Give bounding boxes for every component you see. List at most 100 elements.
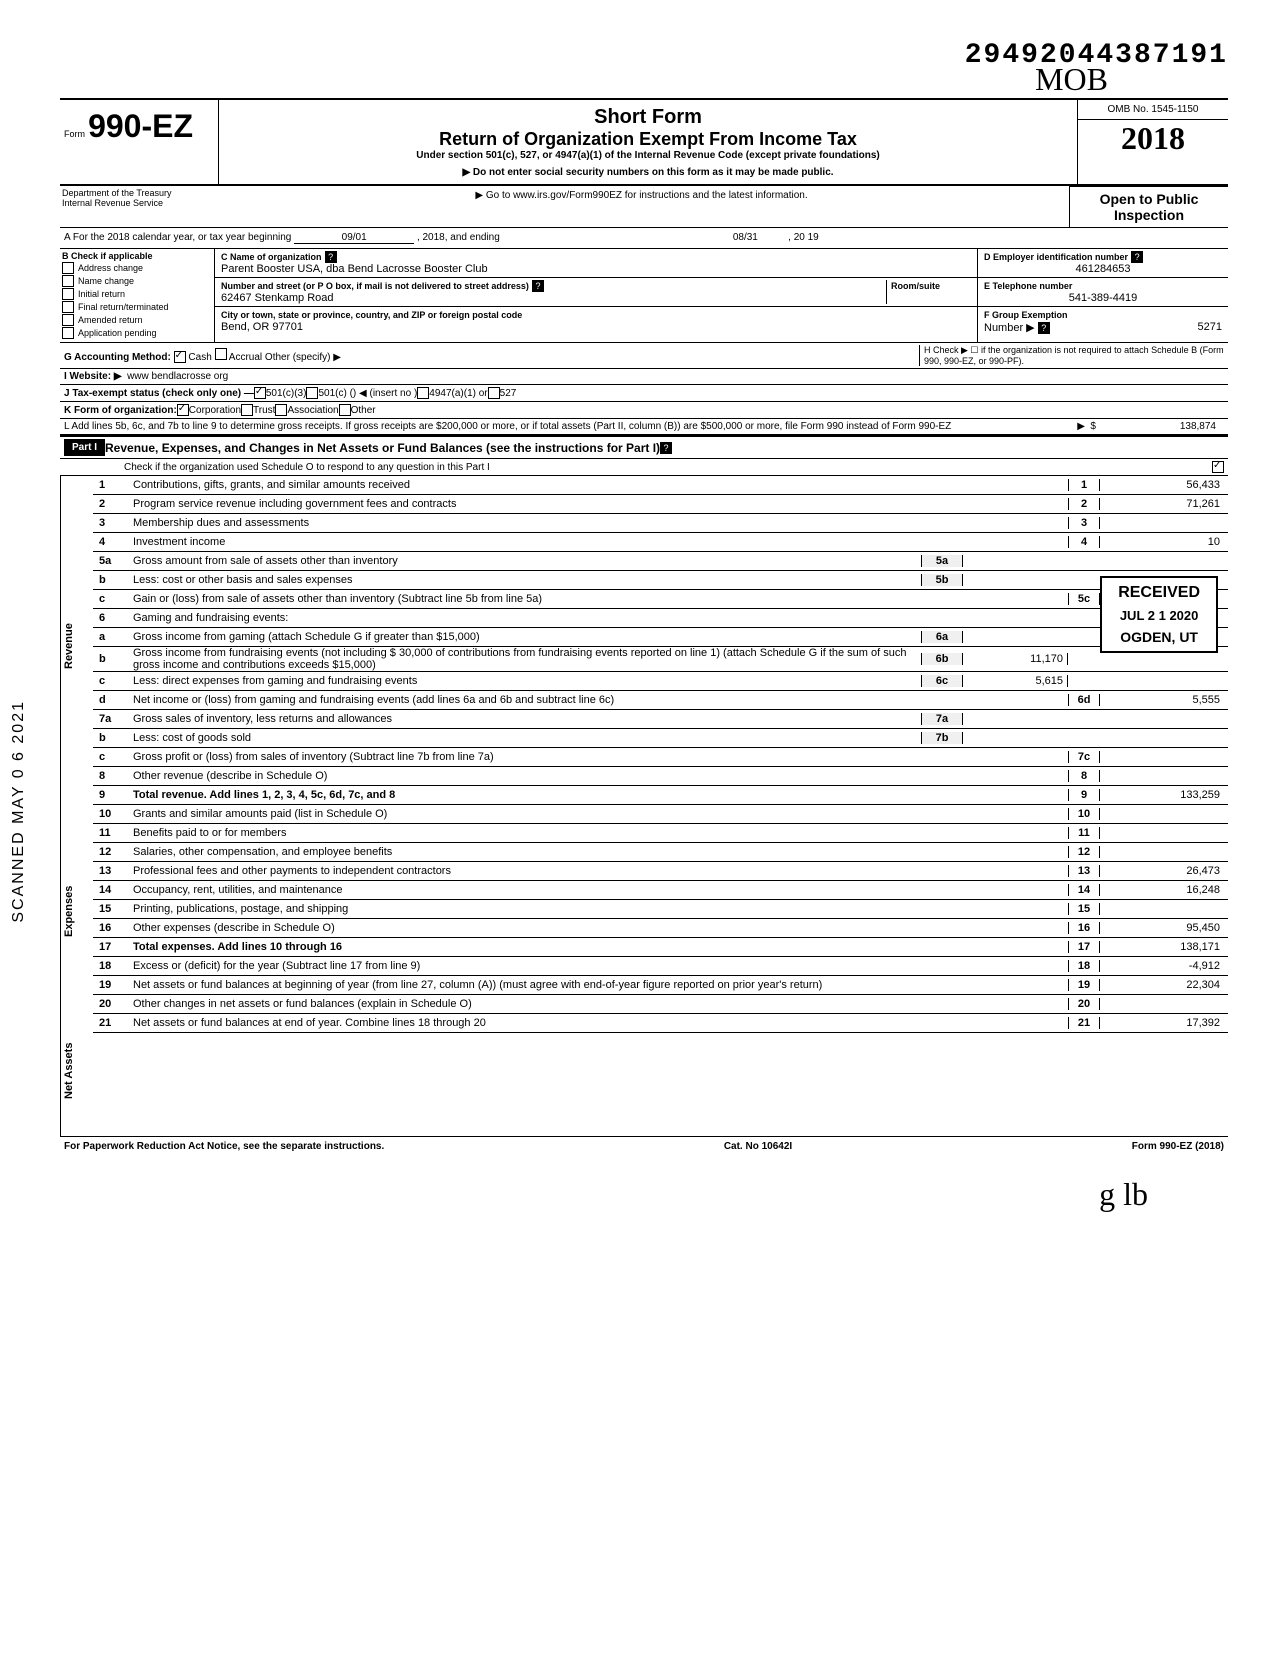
- line-description: Membership dues and assessments: [129, 517, 1068, 529]
- line-number: 17: [93, 941, 129, 953]
- chk-other[interactable]: [339, 404, 351, 416]
- chk-initial-return[interactable]: [62, 288, 74, 300]
- table-row: aGross income from gaming (attach Schedu…: [93, 628, 1228, 647]
- end-line-number: 10: [1068, 808, 1100, 820]
- end-line-value: 5,555: [1100, 694, 1228, 706]
- line-number: 15: [93, 903, 129, 915]
- help-icon[interactable]: ?: [325, 251, 337, 263]
- end-line-number: 14: [1068, 884, 1100, 896]
- table-row: 7aGross sales of inventory, less returns…: [93, 710, 1228, 729]
- line-description: Contributions, gifts, grants, and simila…: [129, 479, 1068, 491]
- line-description: Gain or (loss) from sale of assets other…: [129, 593, 1068, 605]
- h-check: H Check ▶ ☐ if the organization is not r…: [919, 345, 1224, 366]
- form-header: Form 990-EZ Short Form Return of Organiz…: [60, 98, 1228, 186]
- chk-527[interactable]: [488, 387, 500, 399]
- table-row: 14Occupancy, rent, utilities, and mainte…: [93, 881, 1228, 900]
- tax-status-row: J Tax-exempt status (check only one) — 5…: [60, 385, 1228, 402]
- chk-trust[interactable]: [241, 404, 253, 416]
- table-row: cGain or (loss) from sale of assets othe…: [93, 590, 1228, 609]
- end-line-number: 8: [1068, 770, 1100, 782]
- line-number: 19: [93, 979, 129, 991]
- table-row: bLess: cost or other basis and sales exp…: [93, 571, 1228, 590]
- chk-application-pending[interactable]: [62, 327, 74, 339]
- chk-association[interactable]: [275, 404, 287, 416]
- line-description: Printing, publications, postage, and shi…: [129, 903, 1068, 915]
- line-number: 3: [93, 517, 129, 529]
- table-row: 18Excess or (deficit) for the year (Subt…: [93, 957, 1228, 976]
- group-exemption-value: 5271: [1198, 321, 1222, 333]
- chk-cash[interactable]: [174, 351, 186, 363]
- end-line-number: 16: [1068, 922, 1100, 934]
- chk-amended-return[interactable]: [62, 314, 74, 326]
- end-line-number: 7c: [1068, 751, 1100, 763]
- line-number: c: [93, 675, 129, 687]
- line-description: Gross amount from sale of assets other t…: [129, 555, 921, 567]
- table-row: 20Other changes in net assets or fund ba…: [93, 995, 1228, 1014]
- mid-line-number: 7a: [921, 713, 963, 725]
- footer-mid: Cat. No 10642I: [724, 1141, 792, 1152]
- mid-line-number: 6c: [921, 675, 963, 687]
- line-number: d: [93, 694, 129, 706]
- table-row: dNet income or (loss) from gaming and fu…: [93, 691, 1228, 710]
- table-row: cGross profit or (loss) from sales of in…: [93, 748, 1228, 767]
- chk-501c3[interactable]: [254, 387, 266, 399]
- end-line-number: 18: [1068, 960, 1100, 972]
- end-line-value: 16,248: [1100, 884, 1228, 896]
- signature-bottom: g lb: [60, 1156, 1228, 1213]
- chk-address-change[interactable]: [62, 262, 74, 274]
- line-description: Excess or (deficit) for the year (Subtra…: [129, 960, 1068, 972]
- mid-line-number: 6a: [921, 631, 963, 643]
- help-icon[interactable]: ?: [1131, 251, 1143, 263]
- help-icon[interactable]: ?: [1038, 322, 1050, 334]
- chk-501c[interactable]: [306, 387, 318, 399]
- table-row: 13Professional fees and other payments t…: [93, 862, 1228, 881]
- addr-label: Number and street (or P O box, if mail i…: [221, 281, 529, 291]
- end-month[interactable]: 08/31: [705, 232, 785, 243]
- table-row: 16Other expenses (describe in Schedule O…: [93, 919, 1228, 938]
- line-number: 10: [93, 808, 129, 820]
- line-number: 11: [93, 827, 129, 839]
- chk-schedule-o[interactable]: [1212, 461, 1224, 473]
- line-number: 12: [93, 846, 129, 858]
- section-b: B Check if applicable Address change Nam…: [60, 249, 1228, 343]
- part1-table: Revenue Expenses Net Assets 1Contributio…: [60, 476, 1228, 1136]
- city-label: City or town, state or province, country…: [221, 310, 522, 320]
- end-line-value: 71,261: [1100, 498, 1228, 510]
- dept-row: Department of the Treasury Internal Reve…: [60, 186, 1228, 228]
- line-number: 2: [93, 498, 129, 510]
- help-icon[interactable]: ?: [532, 280, 544, 292]
- line-number: 1: [93, 479, 129, 491]
- form-number: 990-EZ: [88, 108, 193, 144]
- line-description: Gross income from gaming (attach Schedul…: [129, 631, 921, 643]
- end-line-number: 6d: [1068, 694, 1100, 706]
- footer: For Paperwork Reduction Act Notice, see …: [60, 1136, 1228, 1156]
- table-row: 3Membership dues and assessments3: [93, 514, 1228, 533]
- line-number: b: [93, 574, 129, 586]
- signature-top: MOB: [60, 61, 1228, 98]
- expenses-label: Expenses: [60, 816, 93, 1006]
- end-line-number: 11: [1068, 827, 1100, 839]
- ein-value: 461284653: [984, 263, 1222, 275]
- help-icon[interactable]: ?: [660, 442, 672, 454]
- scanned-stamp: SCANNED MAY 0 6 2021: [10, 700, 28, 923]
- end-line-value: -4,912: [1100, 960, 1228, 972]
- end-line-value: 17,392: [1100, 1017, 1228, 1029]
- chk-accrual[interactable]: [215, 348, 227, 360]
- table-row: 10Grants and similar amounts paid (list …: [93, 805, 1228, 824]
- footer-left: For Paperwork Reduction Act Notice, see …: [64, 1141, 384, 1152]
- end-line-number: 12: [1068, 846, 1100, 858]
- line-description: Gross profit or (loss) from sales of inv…: [129, 751, 1068, 763]
- chk-name-change[interactable]: [62, 275, 74, 287]
- chk-corporation[interactable]: [177, 404, 189, 416]
- begin-date[interactable]: 09/01: [294, 232, 414, 244]
- end-line-number: 21: [1068, 1017, 1100, 1029]
- net-assets-label: Net Assets: [60, 1006, 93, 1136]
- end-line-value: 22,304: [1100, 979, 1228, 991]
- line-description: Less: cost of goods sold: [129, 732, 921, 744]
- street-address: 62467 Stenkamp Road: [221, 292, 334, 304]
- line-number: 13: [93, 865, 129, 877]
- chk-final-return[interactable]: [62, 301, 74, 313]
- chk-4947[interactable]: [417, 387, 429, 399]
- table-row: 5aGross amount from sale of assets other…: [93, 552, 1228, 571]
- line-number: 14: [93, 884, 129, 896]
